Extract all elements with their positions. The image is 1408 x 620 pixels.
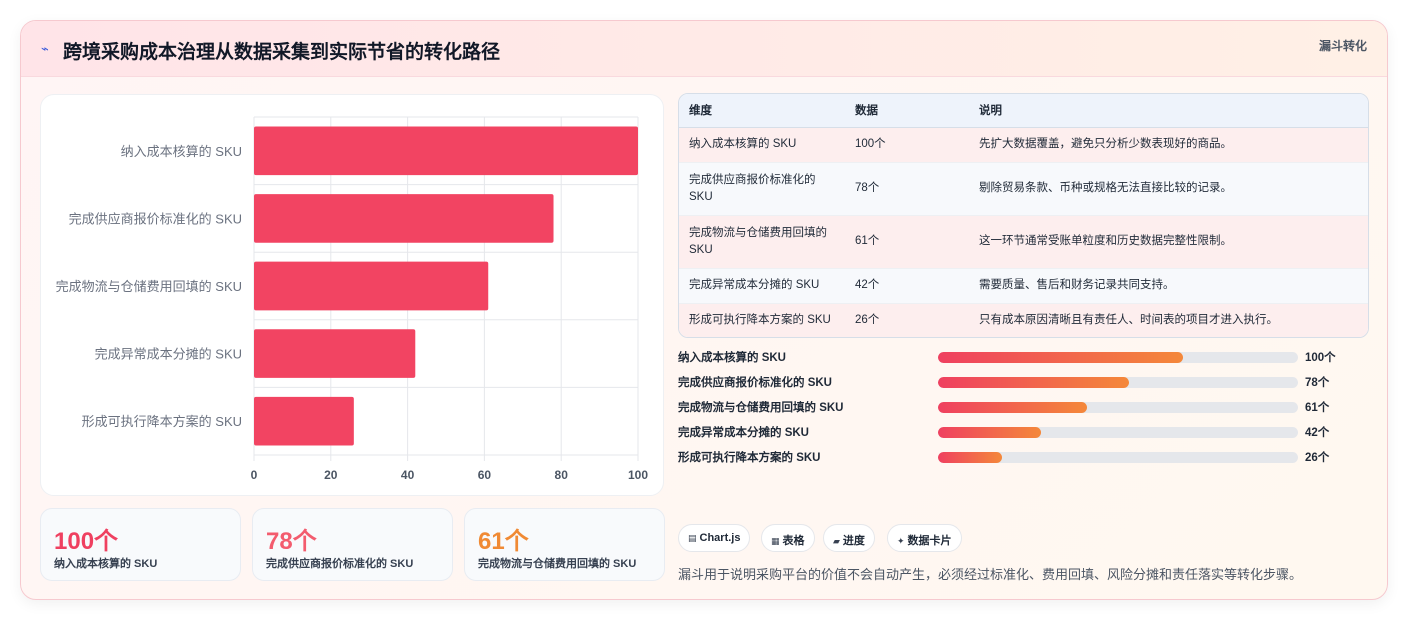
progress-label: 纳入成本核算的 SKU bbox=[678, 352, 786, 364]
bar bbox=[254, 126, 638, 176]
bolt-icon: ⌁ bbox=[41, 41, 49, 56]
x-tick-label: 40 bbox=[401, 468, 415, 482]
table-cell: 需要质量、售后和财务记录共同支持。 bbox=[969, 268, 1368, 304]
table-cell: 完成供应商报价标准化的 SKU bbox=[679, 162, 845, 216]
stat-card-2: 78个 完成供应商报价标准化的 SKU bbox=[252, 508, 453, 581]
stat-value: 78个 bbox=[266, 528, 317, 555]
table-row: 完成物流与仓储费用回填的 SKU 61个 这一环节通常受账单粒度和历史数据完整性… bbox=[679, 215, 1368, 269]
table-row: 纳入成本核算的 SKU 100个 先扩大数据覆盖，避免只分析少数表现好的商品。 bbox=[679, 127, 1368, 163]
bar bbox=[254, 396, 354, 446]
funnel-tag: 漏斗转化 bbox=[1318, 39, 1367, 53]
footer-note: 漏斗用于说明采购平台的价值不会自动产生，必须经过标准化、费用回填、风险分摊和责任… bbox=[678, 567, 1303, 582]
x-tick-label: 100 bbox=[628, 468, 648, 482]
card-header: ⌁ 跨境采购成本治理从数据采集到实际节省的转化路径 漏斗转化 bbox=[21, 21, 1387, 77]
table-cell: 78个 bbox=[845, 162, 969, 216]
chart-icon: ▤ bbox=[688, 533, 697, 543]
column-header: 数据 bbox=[845, 94, 969, 128]
chip-chartjs[interactable]: ▤ Chart.js bbox=[678, 524, 751, 552]
progress-track bbox=[938, 377, 1298, 388]
table-cell: 形成可执行降本方案的 SKU bbox=[679, 303, 845, 337]
table-icon: ▦ bbox=[771, 536, 780, 546]
chip-label: 进度 bbox=[842, 535, 865, 547]
y-tick-label: 完成异常成本分摊的 SKU bbox=[95, 347, 242, 362]
table-row: 完成供应商报价标准化的 SKU 78个 剔除贸易条款、币种或规格无法直接比较的记… bbox=[679, 162, 1368, 216]
progress-value: 61个 bbox=[1305, 402, 1330, 414]
table-cell: 先扩大数据覆盖，避免只分析少数表现好的商品。 bbox=[969, 127, 1368, 163]
stat-card-1: 100个 纳入成本核算的 SKU bbox=[40, 508, 241, 581]
page-title: 跨境采购成本治理从数据采集到实际节省的转化路径 bbox=[63, 42, 501, 63]
x-tick-label: 80 bbox=[555, 468, 569, 482]
table-row: 形成可执行降本方案的 SKU 26个 只有成本原因清晰且有责任人、时间表的项目才… bbox=[679, 303, 1368, 337]
bar bbox=[254, 194, 554, 243]
table-cell: 剔除贸易条款、币种或规格无法直接比较的记录。 bbox=[969, 162, 1368, 216]
table-row: 完成异常成本分摊的 SKU 42个 需要质量、售后和财务记录共同支持。 bbox=[679, 268, 1368, 304]
column-header: 说明 bbox=[969, 94, 1368, 128]
progress-row: 完成异常成本分摊的 SKU 42个 bbox=[678, 422, 1369, 442]
progress-icon: ▰ bbox=[833, 536, 840, 546]
bar bbox=[254, 329, 416, 378]
chip-label: Chart.js bbox=[699, 532, 741, 544]
progress-label: 完成供应商报价标准化的 SKU bbox=[678, 377, 832, 389]
y-tick-label: 完成供应商报价标准化的 SKU bbox=[69, 211, 242, 226]
progress-fill bbox=[938, 377, 1129, 388]
table-cell: 26个 bbox=[845, 303, 969, 337]
progress-fill bbox=[938, 427, 1041, 438]
progress-value: 100个 bbox=[1305, 352, 1336, 364]
stat-label: 完成物流与仓储费用回填的 SKU bbox=[478, 558, 637, 570]
progress-row: 纳入成本核算的 SKU 100个 bbox=[678, 347, 1369, 367]
chip-label: 表格 bbox=[782, 535, 805, 547]
chip-label: 数据卡片 bbox=[907, 535, 952, 547]
progress-value: 42个 bbox=[1305, 427, 1330, 439]
progress-track bbox=[938, 352, 1298, 363]
progress-fill bbox=[938, 402, 1088, 413]
progress-track bbox=[938, 402, 1298, 413]
table-header-row: 维度 数据 说明 bbox=[679, 94, 1368, 128]
table-cell: 完成物流与仓储费用回填的 SKU bbox=[679, 215, 845, 269]
progress-label: 完成异常成本分摊的 SKU bbox=[678, 427, 809, 439]
table-cell: 纳入成本核算的 SKU bbox=[679, 127, 845, 163]
table-cell: 42个 bbox=[845, 268, 969, 304]
table-cell: 只有成本原因清晰且有责任人、时间表的项目才进入执行。 bbox=[969, 303, 1368, 337]
stat-label: 完成供应商报价标准化的 SKU bbox=[266, 558, 414, 570]
data-table: 维度 数据 说明 纳入成本核算的 SKU 100个 先扩大数据覆盖，避免只分析少… bbox=[678, 93, 1369, 338]
progress-fill bbox=[938, 452, 1002, 463]
table-cell: 完成异常成本分摊的 SKU bbox=[679, 268, 845, 304]
stat-value: 61个 bbox=[478, 528, 529, 555]
table-cell: 61个 bbox=[845, 215, 969, 269]
chip-progress[interactable]: ▰ 进度 bbox=[823, 524, 875, 552]
progress-label: 完成物流与仓储费用回填的 SKU bbox=[678, 402, 844, 414]
progress-value: 26个 bbox=[1305, 452, 1330, 464]
progress-row: 完成物流与仓储费用回填的 SKU 61个 bbox=[678, 397, 1369, 417]
bar bbox=[254, 261, 489, 311]
stat-card-3: 61个 完成物流与仓储费用回填的 SKU bbox=[464, 508, 665, 581]
chip-table[interactable]: ▦ 表格 bbox=[761, 524, 815, 552]
sparkle-icon: ✦ bbox=[897, 536, 905, 546]
x-tick-label: 0 bbox=[251, 468, 258, 482]
progress-label: 形成可执行降本方案的 SKU bbox=[678, 452, 821, 464]
funnel-card: ⌁ 跨境采购成本治理从数据采集到实际节省的转化路径 漏斗转化 0 20 40 60 80… bbox=[20, 20, 1388, 600]
y-tick-label: 形成可执行降本方案的 SKU bbox=[82, 414, 242, 429]
stat-value: 100个 bbox=[54, 528, 119, 555]
progress-track bbox=[938, 452, 1298, 463]
x-tick-label: 60 bbox=[478, 468, 492, 482]
progress-fill bbox=[938, 352, 1183, 363]
progress-row: 完成供应商报价标准化的 SKU 78个 bbox=[678, 372, 1369, 392]
column-header: 维度 bbox=[679, 94, 845, 128]
bar-chart-panel: 0 20 40 60 80 100 纳入成本核算的 SKU 完成供应商报价标准化的 SKU 完成… bbox=[40, 94, 664, 496]
progress-value: 78个 bbox=[1305, 377, 1330, 389]
table-cell: 这一环节通常受账单粒度和历史数据完整性限制。 bbox=[969, 215, 1368, 269]
y-tick-label: 纳入成本核算的 SKU bbox=[121, 144, 242, 159]
chip-data-card[interactable]: ✦ 数据卡片 bbox=[887, 524, 962, 552]
table-cell: 100个 bbox=[845, 127, 969, 163]
x-tick-label: 20 bbox=[324, 468, 338, 482]
bar-chart: 0 20 40 60 80 100 纳入成本核算的 SKU 完成供应商报价标准化的 SKU 完成… bbox=[56, 116, 648, 482]
y-tick-label: 完成物流与仓储费用回填的 SKU bbox=[56, 279, 242, 294]
progress-row: 形成可执行降本方案的 SKU 26个 bbox=[678, 447, 1369, 467]
stat-label: 纳入成本核算的 SKU bbox=[54, 558, 158, 570]
progress-track bbox=[938, 427, 1298, 438]
